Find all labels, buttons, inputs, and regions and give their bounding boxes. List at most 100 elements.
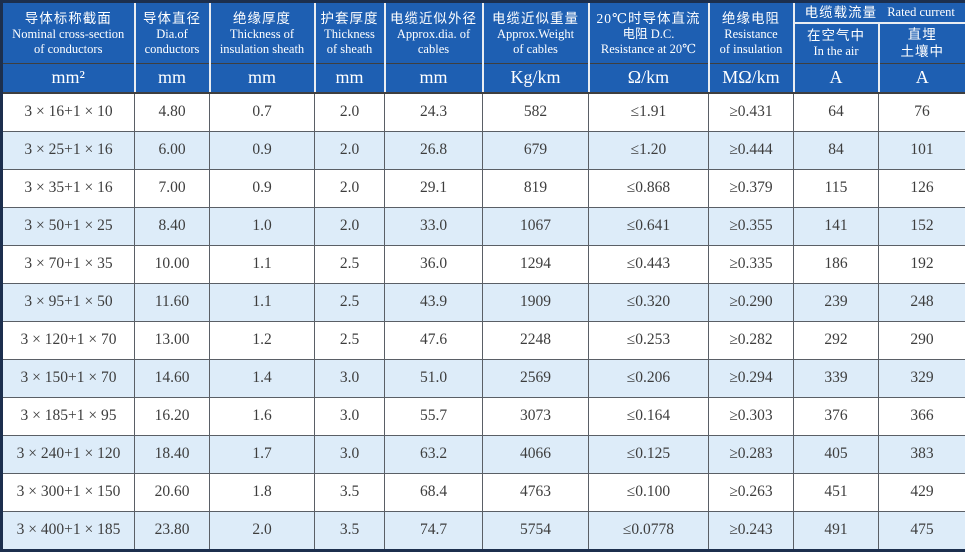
table-cell: ≤0.125 (589, 435, 709, 473)
table-cell: 3 × 35+1 × 16 (2, 169, 135, 207)
table-cell: 3.0 (315, 359, 385, 397)
header-zh: 土壤中 (880, 43, 965, 60)
header-zh: 电缆载流量 (805, 4, 878, 21)
table-cell: 1.1 (210, 283, 315, 321)
table-cell: 4.80 (135, 93, 210, 132)
table-cell: 491 (794, 511, 879, 550)
table-cell: 20.60 (135, 473, 210, 511)
table-cell: 7.00 (135, 169, 210, 207)
header-zh: 护套厚度 (316, 10, 384, 27)
table-cell: 329 (879, 359, 965, 397)
table-cell: 2.0 (315, 131, 385, 169)
col-header-dc-resistance: 20℃时导体直流 电阻 D.C. Resistance at 20℃ (589, 2, 709, 64)
table-cell: ≥0.335 (709, 245, 794, 283)
table-cell: 405 (794, 435, 879, 473)
table-cell: 3 × 25+1 × 16 (2, 131, 135, 169)
header-en: of sheath (316, 42, 384, 57)
table-cell: 43.9 (385, 283, 483, 321)
table-cell: 11.60 (135, 283, 210, 321)
table-cell: 14.60 (135, 359, 210, 397)
header-en: Approx.Weight (484, 27, 588, 42)
table-cell: ≥0.290 (709, 283, 794, 321)
col-header-sheath-thickness: 护套厚度 Thickness of sheath (315, 2, 385, 64)
table-cell: 141 (794, 207, 879, 245)
table-cell: 76 (879, 93, 965, 132)
col-header-rated-current-group: 电缆载流量 Rated current (794, 2, 965, 23)
unit-cell: MΩ/km (709, 64, 794, 93)
header-en: of cables (484, 42, 588, 57)
table-cell: 3 × 16+1 × 10 (2, 93, 135, 132)
table-cell: 2.5 (315, 245, 385, 283)
table-cell: 8.40 (135, 207, 210, 245)
table-cell: 2.0 (315, 93, 385, 132)
table-cell: 3 × 300+1 × 150 (2, 473, 135, 511)
table-cell: ≤0.641 (589, 207, 709, 245)
table-cell: 23.80 (135, 511, 210, 550)
table-cell: ≥0.444 (709, 131, 794, 169)
table-cell: 1067 (483, 207, 589, 245)
table-cell: 248 (879, 283, 965, 321)
table-cell: 1.7 (210, 435, 315, 473)
table-cell: 2.0 (315, 169, 385, 207)
table-cell: 1.2 (210, 321, 315, 359)
unit-cell: A (879, 64, 965, 93)
table-cell: 68.4 (385, 473, 483, 511)
col-header-current-in-air: 在空气中 In the air (794, 23, 879, 64)
table-cell: 819 (483, 169, 589, 207)
table-cell: ≥0.355 (709, 207, 794, 245)
table-cell: 339 (794, 359, 879, 397)
table-cell: ≤0.253 (589, 321, 709, 359)
table-cell: 152 (879, 207, 965, 245)
table-cell: 3.5 (315, 473, 385, 511)
col-header-conductor-diameter: 导体直径 Dia.of conductors (135, 2, 210, 64)
col-header-approx-diameter: 电缆近似外径 Approx.dia. of cables (385, 2, 483, 64)
table-cell: ≤0.100 (589, 473, 709, 511)
header-en: Nominal cross-section (3, 27, 134, 42)
table-cell: 55.7 (385, 397, 483, 435)
table-cell: 3.0 (315, 435, 385, 473)
table-cell: ≥0.379 (709, 169, 794, 207)
header-en: cables (386, 42, 482, 57)
header-zh: 20℃时导体直流 (590, 10, 708, 27)
table-cell: 1294 (483, 245, 589, 283)
header-zh: 电缆近似外径 (386, 10, 482, 27)
header-row-main: 导体标称截面 Nominal cross-section of conducto… (2, 2, 965, 23)
table-cell: 2248 (483, 321, 589, 359)
table-cell: 3 × 50+1 × 25 (2, 207, 135, 245)
table-cell: 2.0 (210, 511, 315, 550)
unit-cell: mm² (2, 64, 135, 93)
table-cell: 376 (794, 397, 879, 435)
table-cell: ≥0.294 (709, 359, 794, 397)
table-cell: 290 (879, 321, 965, 359)
table-cell: 1.0 (210, 207, 315, 245)
table-cell: 3 × 70+1 × 35 (2, 245, 135, 283)
table-cell: 582 (483, 93, 589, 132)
table-cell: 13.00 (135, 321, 210, 359)
unit-cell: mm (385, 64, 483, 93)
table-cell: 2.5 (315, 283, 385, 321)
table-cell: 3.5 (315, 511, 385, 550)
table-header: 导体标称截面 Nominal cross-section of conducto… (2, 2, 965, 93)
header-en: insulation sheath (211, 42, 314, 57)
col-header-current-buried: 直埋 土壤中 (879, 23, 965, 64)
table-cell: ≥0.431 (709, 93, 794, 132)
table-cell: ≥0.303 (709, 397, 794, 435)
col-header-insulation-resistance: 绝缘电阻 Resistance of insulation (709, 2, 794, 64)
table-cell: 4066 (483, 435, 589, 473)
table-cell: 5754 (483, 511, 589, 550)
table-cell: 2.0 (315, 207, 385, 245)
header-zh: 绝缘电阻 (710, 10, 793, 27)
header-en: 电阻 D.C. (590, 27, 708, 42)
header-en: Resistance (710, 27, 793, 42)
